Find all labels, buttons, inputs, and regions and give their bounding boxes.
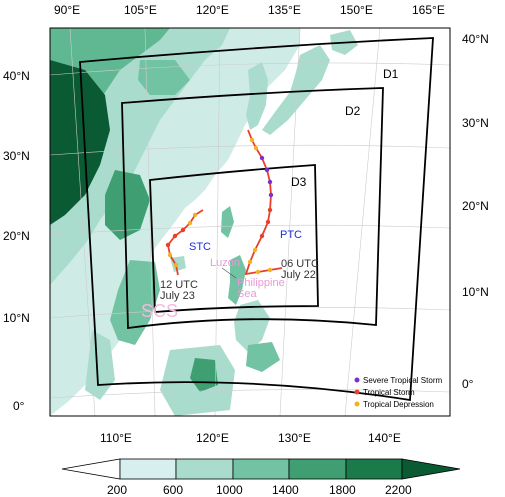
label-stc: STC [189, 241, 211, 253]
lat-right-label: 30°N [462, 116, 489, 130]
malay-peninsula [85, 330, 115, 400]
lat-left-label: 20°N [3, 229, 30, 243]
lat-left-label: 40°N [3, 69, 30, 83]
colorbar-tick: 1000 [216, 483, 243, 497]
lon-top-label: 105°E [124, 3, 157, 17]
legend-severe-tropical-storm: Severe Tropical Storm [363, 376, 442, 385]
lon-top-label: 120°E [196, 3, 229, 17]
lat-left-label: 10°N [3, 311, 30, 325]
label-ptc-date: July 22 [281, 269, 316, 281]
taiwan [221, 206, 234, 238]
label-ptc-time: 06 UTC [281, 258, 319, 270]
lon-top-label: 150°E [340, 3, 373, 17]
label-luzon: Luzon [210, 257, 240, 269]
domain-d2 [121, 87, 384, 330]
colorbar-tick: 1800 [329, 483, 356, 497]
terrain-patch [138, 60, 190, 95]
lat-right-label: 20°N [462, 199, 489, 213]
ptc-track-points [247, 137, 274, 275]
colorbar [61, 458, 461, 480]
label-scs: SCS [141, 301, 178, 321]
luzon [228, 255, 246, 305]
lat-right-label: 0° [462, 377, 474, 391]
philippines-islands [234, 300, 270, 352]
label-philippine-sea-2: Sea [237, 288, 257, 300]
lat-right-label: 40°N [462, 32, 489, 46]
lon-bottom-label: 140°E [368, 431, 401, 445]
legend-tropical-storm: Tropical Storm [363, 388, 415, 397]
lat-right-label: 10°N [462, 285, 489, 299]
tibet-plateau [50, 60, 110, 225]
lon-top-label: 165°E [412, 3, 445, 17]
mindanao [246, 342, 280, 372]
ptc-track [244, 129, 283, 276]
stc-track-points [165, 212, 198, 268]
indochina [110, 260, 160, 345]
label-d3: D3 [291, 175, 307, 189]
terrain-patch [105, 170, 150, 240]
colorbar-tick: 1400 [272, 483, 299, 497]
label-stc-time: 12 UTC [160, 279, 198, 291]
lon-bottom-label: 110°E [100, 431, 132, 445]
legend-tropical-depression: Tropical Depression [363, 400, 434, 409]
label-d1: D1 [383, 67, 399, 81]
domain-d3 [149, 164, 319, 313]
japan [262, 45, 330, 135]
lat-left-label: 0° [13, 399, 25, 413]
label-d2: D2 [345, 104, 361, 118]
colorbar-tick: 200 [107, 483, 127, 497]
label-philippine-sea-1: Philippine [237, 277, 285, 289]
borneo-high [190, 358, 218, 392]
lat-left-label: 30°N [3, 149, 30, 163]
lon-top-label: 90°E [54, 3, 80, 17]
lon-top-label: 135°E [268, 3, 301, 17]
colorbar-tick: 600 [163, 483, 183, 497]
map-legend: Severe Tropical Storm Tropical Storm Tro… [354, 376, 442, 409]
domain-d1 [79, 37, 434, 402]
label-ptc: PTC [280, 229, 302, 241]
colorbar-tick: 2200 [385, 483, 412, 497]
korea [246, 62, 268, 130]
lon-bottom-label: 130°E [278, 431, 311, 445]
label-stc-date: July 23 [160, 290, 195, 302]
lon-bottom-label: 120°E [196, 431, 229, 445]
